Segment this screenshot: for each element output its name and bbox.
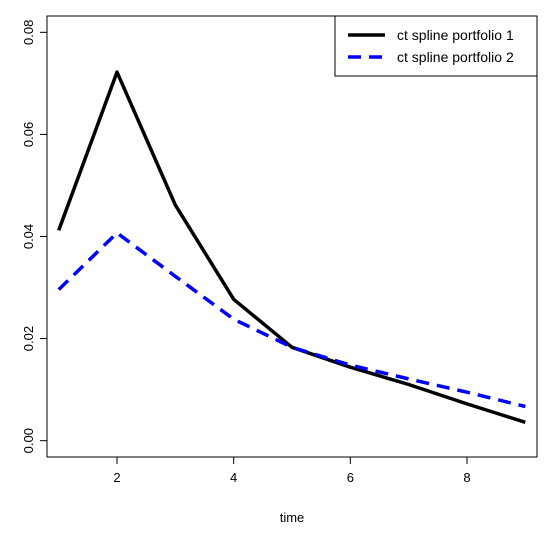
x-tick-label: 4 — [230, 470, 237, 485]
legend-box — [334, 15, 538, 77]
y-axis: 0.00 0.02 0.04 0.06 0.08 — [21, 20, 47, 453]
y-tick-label: 0.04 — [21, 224, 36, 249]
series-layer — [57, 70, 526, 424]
legend: ct spline portfolio 1 ct spline portfoli… — [334, 15, 538, 77]
y-tick-label: 0.00 — [21, 428, 36, 453]
series-line-portfolio-2 — [57, 231, 526, 409]
y-tick-label: 0.06 — [21, 122, 36, 147]
x-axis: 2 4 6 8 — [113, 457, 471, 485]
series-line-portfolio-1 — [57, 70, 526, 424]
y-tick-label: 0.08 — [21, 20, 36, 45]
legend-label-portfolio-2: ct spline portfolio 2 — [397, 49, 514, 65]
y-tick-label: 0.02 — [21, 326, 36, 351]
legend-label-portfolio-1: ct spline portfolio 1 — [397, 27, 514, 43]
x-tick-label: 2 — [113, 470, 120, 485]
x-axis-title: time — [280, 510, 305, 525]
x-tick-label: 8 — [463, 470, 470, 485]
x-tick-label: 6 — [347, 470, 354, 485]
